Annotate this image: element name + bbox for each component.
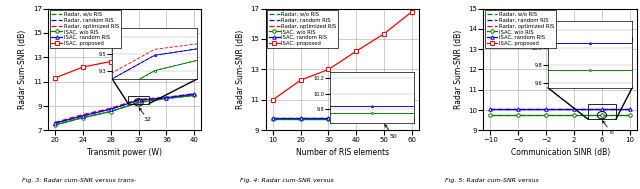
Y-axis label: Radar Sum-SNR (dB): Radar Sum-SNR (dB)	[18, 30, 27, 109]
Legend: Radar, w/o RIS, Radar, random RIS, Radar, optimized RIS, ISAC, w/o RIS, ISAC, ra: Radar, w/o RIS, Radar, random RIS, Radar…	[268, 10, 339, 48]
Legend: Radar, w/o RIS, Radar, random RIS, Radar, optimized RIS, ISAC, w/o RIS, ISAC, ra: Radar, w/o RIS, Radar, random RIS, Radar…	[49, 10, 121, 48]
X-axis label: Communication SINR (dB): Communication SINR (dB)	[511, 148, 610, 157]
X-axis label: Number of RIS elements: Number of RIS elements	[296, 148, 389, 157]
Text: Fig. 3: Radar cum-SNR versus trans-: Fig. 3: Radar cum-SNR versus trans-	[22, 178, 137, 183]
Bar	[588, 104, 616, 119]
Legend: Radar, w/o RIS, Radar, random RIS, Radar, optimized RIS, ISAC, w/o RIS, ISAC, ra: Radar, w/o RIS, Radar, random RIS, Radar…	[485, 10, 556, 48]
Y-axis label: Radar Sum-SNR (dB): Radar Sum-SNR (dB)	[236, 30, 245, 109]
Text: Fig. 5: Radar cum-SNR versus: Fig. 5: Radar cum-SNR versus	[445, 178, 538, 183]
Text: 6: 6	[602, 121, 613, 135]
Text: 32: 32	[139, 108, 152, 122]
Text: 50: 50	[385, 125, 397, 139]
Y-axis label: Radar Sum-SNR (dB): Radar Sum-SNR (dB)	[454, 30, 463, 109]
Bar	[128, 96, 149, 104]
Bar	[376, 111, 392, 121]
Text: Fig. 4: Radar cum-SNR versus: Fig. 4: Radar cum-SNR versus	[240, 178, 333, 183]
X-axis label: Transmit power (W): Transmit power (W)	[87, 148, 162, 157]
